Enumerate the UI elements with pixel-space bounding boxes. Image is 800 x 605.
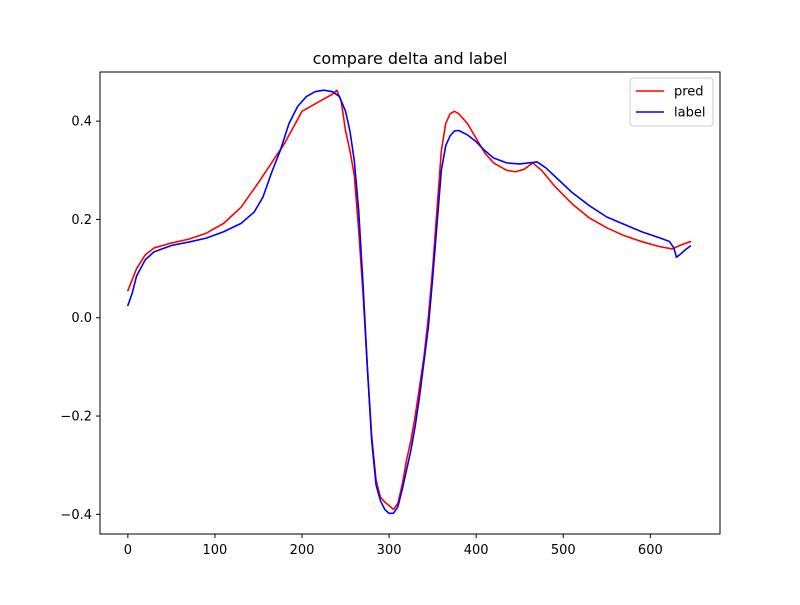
x-tick-label: 0 <box>124 543 132 558</box>
x-tick-label: 400 <box>464 543 489 558</box>
x-tick-label: 200 <box>290 543 315 558</box>
y-tick-label: 0.4 <box>71 115 92 130</box>
legend-label-label: label <box>674 106 705 121</box>
y-tick-label: 0.0 <box>71 311 92 326</box>
x-tick-label: 500 <box>551 543 576 558</box>
legend-box <box>629 77 714 127</box>
series-line-pred <box>127 89 692 511</box>
plot-area: 0 100 200 300 400 500 600 −0.4 −0.2 0.0 0.2 0.4 pred… <box>60 71 721 558</box>
x-tick-label: 100 <box>203 543 228 558</box>
chart-title: compare delta and label <box>313 49 508 68</box>
series-line-label <box>127 89 692 515</box>
axes-frame <box>99 71 721 535</box>
y-tick-label: −0.4 <box>60 508 92 523</box>
x-tick-label: 600 <box>638 543 663 558</box>
legend-label-pred: pred <box>674 85 704 100</box>
x-tick-label: 300 <box>377 543 402 558</box>
y-tick-label: 0.2 <box>71 213 92 228</box>
y-tick-label: −0.2 <box>60 410 92 425</box>
